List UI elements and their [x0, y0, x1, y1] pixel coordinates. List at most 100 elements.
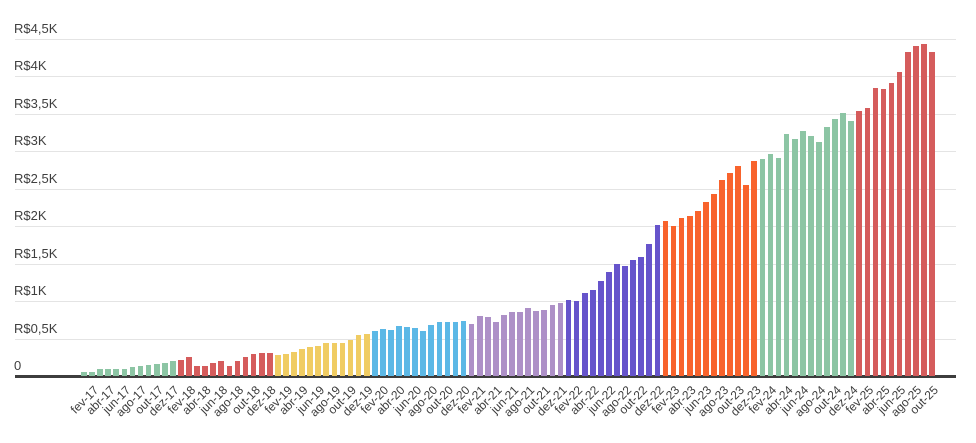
bar-abr-20[interactable]: [396, 326, 402, 376]
bar-jul-24[interactable]: [807, 135, 814, 376]
bar-jan-21[interactable]: [468, 324, 475, 376]
bar-jun-18[interactable]: [218, 360, 225, 376]
bar-nov-20[interactable]: [452, 321, 459, 376]
bar-mai-22[interactable]: [598, 280, 604, 376]
bar-abr-19[interactable]: [299, 349, 305, 376]
bar-abr-17[interactable]: [105, 369, 112, 376]
bar-set-25[interactable]: [921, 43, 927, 376]
bar-mai-21[interactable]: [501, 314, 507, 376]
bar-out-23[interactable]: [735, 165, 741, 376]
bar-nov-17[interactable]: [161, 362, 168, 376]
bar-ago-24[interactable]: [816, 142, 822, 376]
bar-mai-23[interactable]: [694, 211, 701, 376]
bar-jun-22[interactable]: [606, 271, 612, 376]
bar-jun-21[interactable]: [509, 312, 515, 376]
bar-abr-23[interactable]: [686, 216, 693, 376]
bar-dez-23[interactable]: [751, 161, 758, 376]
bar-fev-18[interactable]: [186, 356, 192, 376]
bar-mai-20[interactable]: [404, 327, 410, 376]
bar-jun-23[interactable]: [702, 201, 709, 376]
bar-mar-20[interactable]: [388, 329, 394, 376]
bar-ago-18[interactable]: [234, 360, 241, 376]
bar-fev-24[interactable]: [767, 154, 774, 376]
bar-mai-18[interactable]: [210, 362, 217, 376]
bar-dez-17[interactable]: [170, 361, 176, 376]
bar-set-24[interactable]: [824, 126, 830, 376]
bar-jul-18[interactable]: [226, 366, 233, 376]
bar-abr-22[interactable]: [589, 289, 596, 376]
bar-mai-25[interactable]: [888, 83, 895, 376]
bar-abr-25[interactable]: [880, 89, 887, 376]
bar-jun-20[interactable]: [412, 328, 418, 376]
bar-abr-21[interactable]: [493, 321, 499, 376]
bar-jan-23[interactable]: [662, 220, 669, 376]
bar-jul-21[interactable]: [517, 311, 523, 376]
bar-ago-21[interactable]: [525, 308, 532, 376]
bar-out-17[interactable]: [153, 364, 160, 376]
bar-jan-25[interactable]: [856, 110, 863, 376]
bar-set-19[interactable]: [339, 342, 346, 376]
bar-jun-25[interactable]: [896, 72, 903, 376]
bar-out-24[interactable]: [832, 119, 838, 376]
bar-jun-17[interactable]: [121, 368, 128, 376]
bar-ago-25[interactable]: [912, 46, 919, 376]
bar-mai-19[interactable]: [307, 347, 313, 376]
bar-set-21[interactable]: [533, 310, 540, 376]
bar-mar-19[interactable]: [291, 351, 297, 376]
bar-nov-19[interactable]: [355, 334, 362, 376]
bar-ago-23[interactable]: [719, 180, 725, 376]
bar-mar-21[interactable]: [484, 317, 491, 376]
bar-set-23[interactable]: [727, 172, 733, 376]
bar-set-22[interactable]: [630, 259, 636, 376]
bar-fev-25[interactable]: [864, 108, 871, 376]
bar-fev-22[interactable]: [573, 301, 580, 376]
bar-set-17[interactable]: [145, 365, 152, 376]
bar-jan-22[interactable]: [565, 300, 572, 376]
bar-fev-23[interactable]: [670, 226, 677, 376]
bar-jun-24[interactable]: [799, 131, 806, 376]
bar-out-18[interactable]: [250, 354, 257, 376]
bar-dez-21[interactable]: [557, 302, 564, 376]
bar-mar-25[interactable]: [872, 88, 879, 376]
bar-ago-19[interactable]: [331, 342, 338, 376]
bar-set-20[interactable]: [436, 321, 443, 376]
bar-dez-18[interactable]: [266, 352, 273, 376]
bar-out-22[interactable]: [638, 256, 645, 376]
bar-out-19[interactable]: [347, 340, 354, 376]
bar-mar-22[interactable]: [581, 292, 588, 376]
bar-jan-18[interactable]: [178, 359, 184, 376]
bar-jan-19[interactable]: [274, 355, 281, 376]
bar-out-21[interactable]: [541, 309, 548, 376]
bar-mar-18[interactable]: [194, 365, 200, 376]
bar-dez-22[interactable]: [654, 225, 661, 376]
bar-nov-18[interactable]: [258, 353, 265, 376]
bar-nov-22[interactable]: [646, 244, 653, 376]
bar-jan-24[interactable]: [759, 159, 766, 376]
bar-ago-20[interactable]: [428, 325, 435, 376]
bar-mar-17[interactable]: [97, 368, 104, 376]
bar-nov-21[interactable]: [549, 304, 556, 376]
bar-jan-17[interactable]: [81, 372, 87, 376]
bar-mar-24[interactable]: [775, 158, 782, 376]
bar-set-18[interactable]: [242, 356, 249, 376]
bar-dez-19[interactable]: [363, 333, 370, 376]
bar-ago-17[interactable]: [137, 365, 144, 376]
bar-jul-25[interactable]: [904, 52, 911, 376]
bar-ago-22[interactable]: [622, 265, 628, 376]
bar-abr-24[interactable]: [783, 134, 790, 376]
bar-out-20[interactable]: [444, 322, 451, 376]
bar-fev-19[interactable]: [283, 353, 289, 376]
bar-jul-19[interactable]: [323, 343, 330, 376]
bar-nov-24[interactable]: [840, 113, 846, 376]
bar-out-25[interactable]: [929, 52, 935, 376]
bar-jan-20[interactable]: [371, 330, 378, 376]
bar-abr-18[interactable]: [202, 366, 208, 376]
bar-fev-17[interactable]: [89, 372, 95, 376]
bar-mar-23[interactable]: [678, 218, 685, 376]
bar-jun-19[interactable]: [315, 346, 322, 376]
bar-nov-23[interactable]: [743, 185, 750, 376]
bar-jul-20[interactable]: [420, 331, 427, 376]
bar-fev-20[interactable]: [379, 329, 386, 376]
bar-mai-17[interactable]: [113, 369, 120, 376]
bar-fev-21[interactable]: [476, 316, 483, 376]
